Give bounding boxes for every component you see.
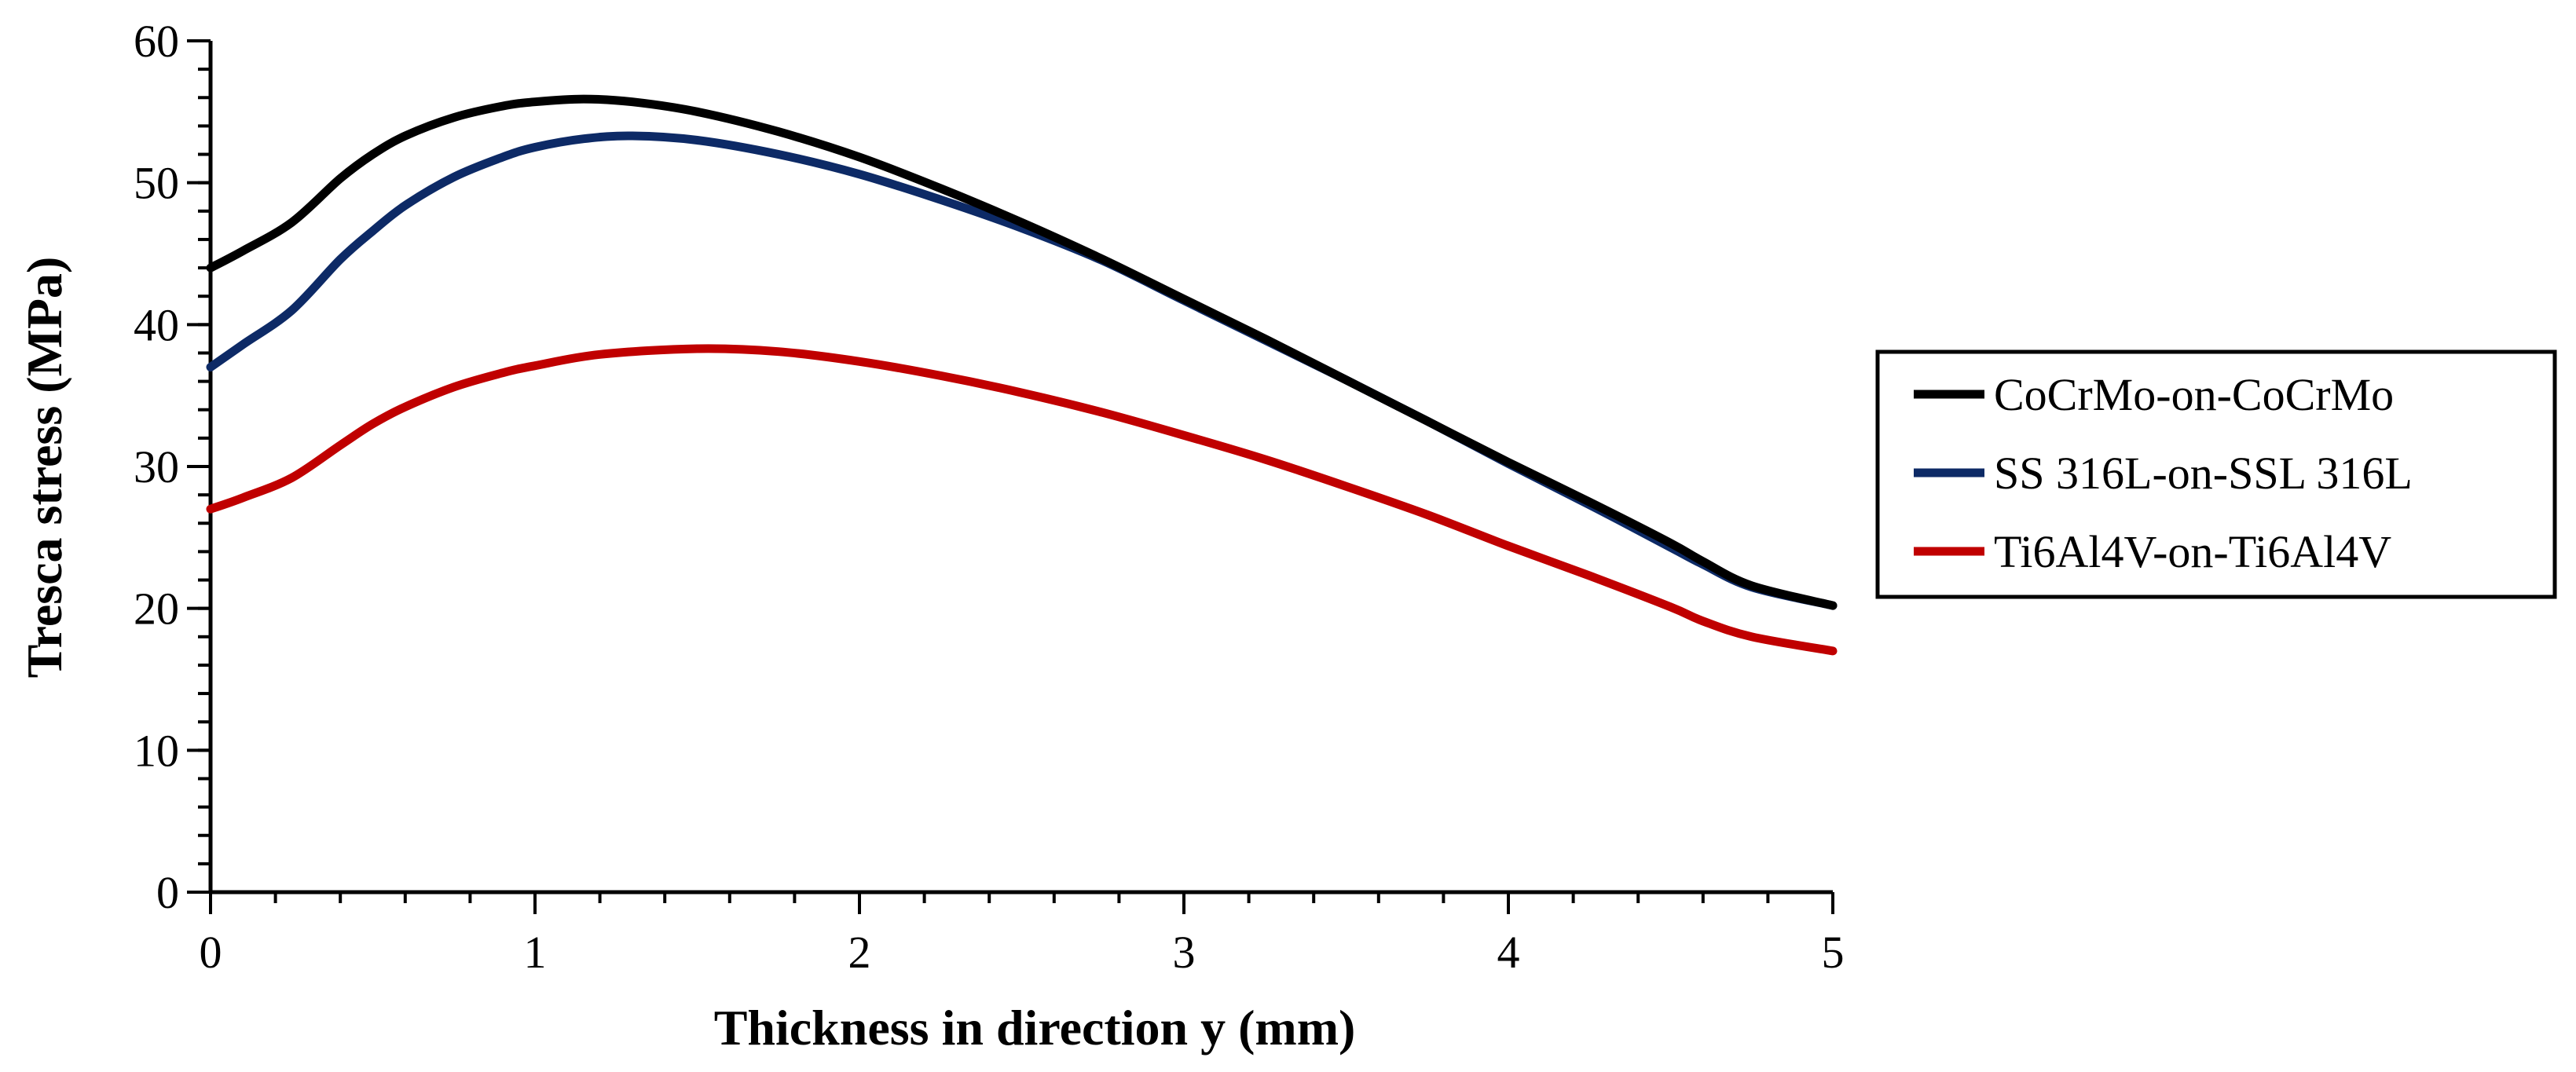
y-tick-label: 60 — [134, 16, 179, 67]
series-line-ss-316l-on-ssl-316l — [206, 131, 1838, 610]
x-tick-label: 3 — [1173, 927, 1196, 978]
legend-label-ss-316l-on-ssl-316l: SS 316L-on-SSL 316L — [1994, 448, 2413, 499]
legend-label-ti6al4v-on-ti6al4v: Ti6Al4V-on-Ti6Al4V — [1994, 526, 2391, 577]
y-tick-label: 10 — [134, 725, 179, 776]
y-tick-label: 40 — [134, 299, 179, 350]
y-axis-title: Tresca stress (MPa) — [16, 257, 72, 679]
x-axis-title: Thickness in direction y (mm) — [714, 1000, 1356, 1056]
x-tick-label: 4 — [1497, 927, 1520, 978]
legend-box — [1875, 349, 2557, 599]
legend: CoCrMo-on-CoCrMo SS 316L-on-SSL 316L Ti6Al… — [1875, 349, 2557, 599]
series-line-cocrmo-on-cocrmo — [206, 94, 1838, 610]
legend-label-cocrmo-on-cocrmo: CoCrMo-on-CoCrMo — [1994, 369, 2394, 420]
x-tick-label: 1 — [524, 927, 547, 978]
series-line-ti6al4v-on-ti6al4v — [206, 344, 1838, 656]
y-tick-label: 30 — [134, 441, 179, 492]
x-tick-label: 2 — [848, 927, 871, 978]
x-tick-label: 0 — [200, 927, 222, 978]
y-tick-label: 0 — [156, 867, 179, 918]
y-tick-label: 50 — [134, 158, 179, 209]
y-tick-label: 20 — [134, 584, 179, 635]
x-tick-label: 5 — [1822, 927, 1845, 978]
